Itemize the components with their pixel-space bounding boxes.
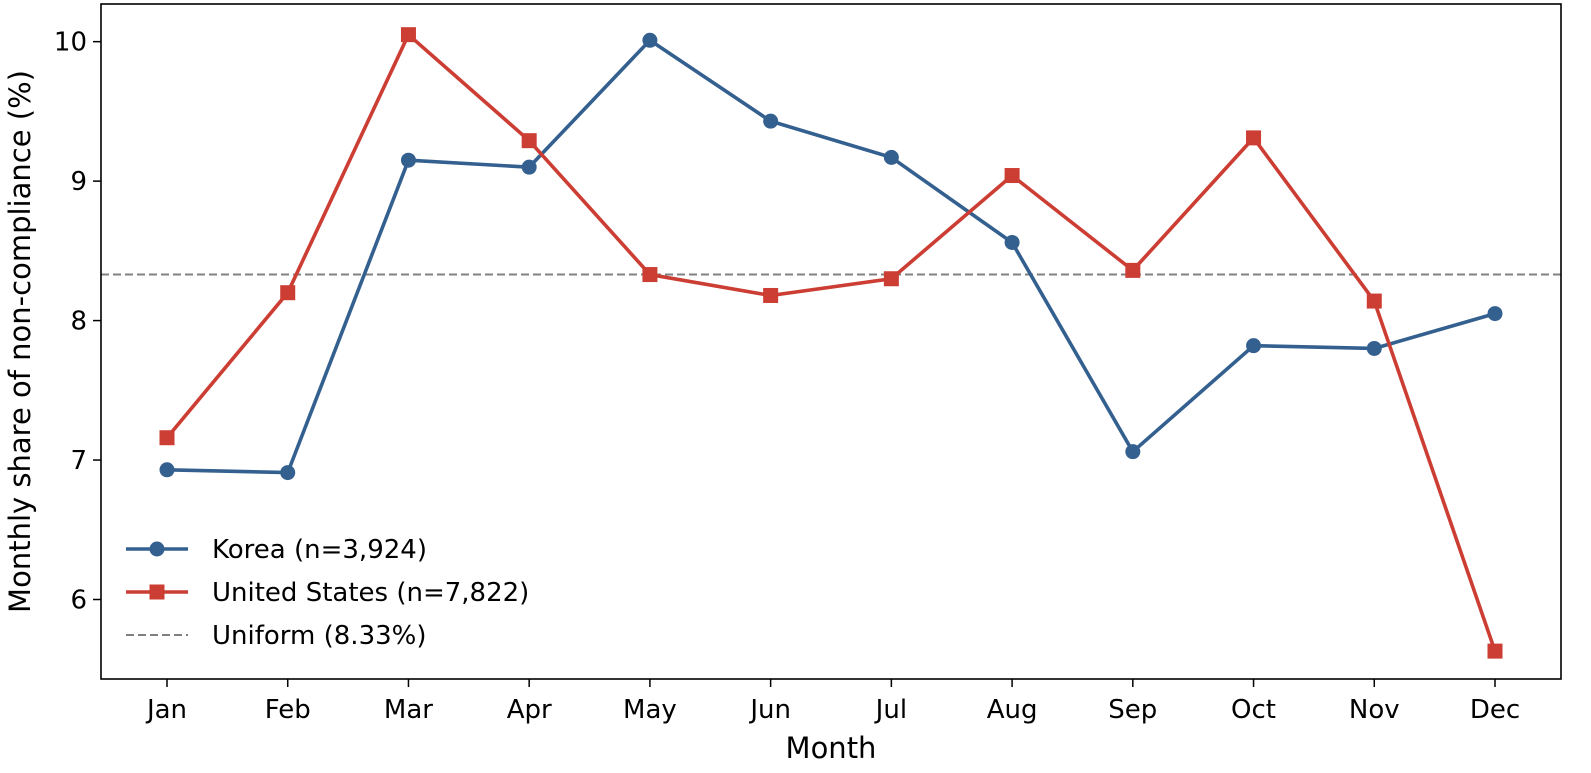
data-point-korea: [642, 32, 658, 48]
y-tick-label: 9: [70, 167, 87, 197]
data-point-united-states: [280, 285, 296, 301]
data-point-united-states: [642, 267, 658, 283]
data-point-korea: [1487, 306, 1503, 322]
data-point-korea: [883, 149, 899, 165]
series-layer: [159, 27, 1503, 659]
data-point-united-states: [1125, 262, 1141, 278]
data-point-korea: [763, 113, 779, 129]
data-point-korea: [159, 462, 175, 478]
data-point-korea: [521, 159, 537, 175]
data-point-united-states: [159, 430, 175, 446]
y-tick-label: 10: [54, 28, 87, 58]
data-point-united-states: [521, 133, 537, 149]
data-point-united-states: [1246, 130, 1262, 146]
data-point-united-states: [1487, 643, 1503, 659]
data-point-korea: [1366, 340, 1382, 356]
data-point-korea: [1004, 234, 1020, 250]
data-point-korea: [280, 465, 296, 481]
x-tick-label: Mar: [384, 695, 433, 725]
data-point-united-states: [1004, 168, 1020, 184]
x-tick-label: Sep: [1108, 695, 1157, 725]
data-point-united-states: [400, 27, 416, 43]
y-axis: 6 7 8 9 10: [54, 28, 101, 616]
x-tick-label: Dec: [1470, 695, 1520, 725]
legend-label-korea: Korea (n=3,924): [212, 535, 427, 565]
x-axis: Jan Feb Mar Apr May Jun Jul Aug Sep Oct Nov Dec: [145, 679, 1520, 725]
y-tick-label: 7: [70, 446, 87, 476]
legend-label-united-states: United States (n=7,822): [212, 578, 529, 608]
x-tick-label: Jan: [145, 695, 187, 725]
legend-marker-korea: [149, 541, 165, 557]
series-line-korea: [166, 38, 1496, 475]
data-point-united-states: [1366, 293, 1382, 309]
legend: Korea (n=3,924) United States (n=7,822) Un…: [126, 535, 529, 651]
x-tick-label: Nov: [1349, 695, 1400, 725]
x-tick-label: May: [623, 695, 677, 725]
plot-area-frame: [100, 3, 1562, 680]
legend-label-uniform: Uniform (8.33%): [212, 621, 427, 651]
x-tick-label: Aug: [987, 695, 1038, 725]
x-tick-label: Jul: [874, 695, 907, 725]
x-tick-label: Oct: [1231, 695, 1276, 725]
x-axis-label: Month: [786, 731, 877, 765]
y-tick-label: 6: [70, 586, 87, 616]
data-point-korea: [400, 152, 416, 168]
y-tick-label: 8: [70, 307, 87, 337]
data-point-united-states: [883, 271, 899, 287]
y-axis-label: Monthly share of non-compliance (%): [3, 70, 37, 613]
data-point-united-states: [763, 287, 779, 303]
legend-marker-united-states: [149, 584, 165, 600]
data-point-korea: [1246, 338, 1262, 354]
data-point-korea: [1125, 444, 1141, 460]
x-tick-label: Feb: [265, 695, 311, 725]
series-line-united-states: [165, 32, 1497, 652]
x-tick-label: Jun: [748, 695, 791, 725]
x-tick-label: Apr: [507, 695, 552, 725]
